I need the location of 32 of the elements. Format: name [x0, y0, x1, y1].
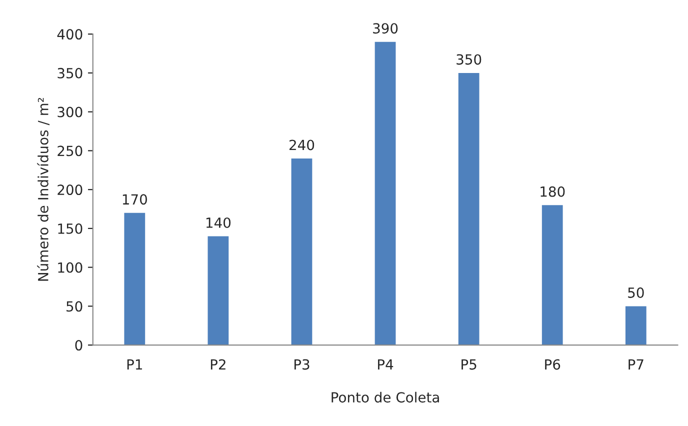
bar: [208, 236, 229, 346]
y-tick-label: 250: [58, 146, 82, 156]
x-tick-label: P3: [294, 359, 310, 370]
y-axis-title: Número de Indivíduos / m²: [37, 98, 50, 281]
data-label: 170: [122, 194, 147, 205]
data-label: 140: [206, 217, 231, 228]
y-tick-label: 200: [58, 184, 82, 196]
data-label: 180: [540, 186, 565, 197]
y-tick-label: 100: [58, 262, 82, 273]
x-tick-label: P6: [545, 359, 560, 370]
x-tick-label: P1: [127, 359, 142, 370]
data-label: 390: [373, 23, 398, 34]
y-tick-label: 150: [58, 223, 82, 234]
x-tick-label: P4: [378, 359, 394, 370]
data-label: 50: [628, 287, 644, 298]
bar: [291, 158, 312, 346]
x-tick-label: P2: [210, 359, 226, 370]
bar: [124, 212, 146, 346]
data-label: 350: [456, 54, 482, 65]
bar: [458, 72, 480, 346]
bar: [374, 42, 396, 346]
data-label: 240: [290, 140, 314, 150]
x-axis-title: Ponto de Coleta: [332, 392, 439, 403]
y-tick-label: 400: [57, 29, 82, 40]
y-tick-label: 300: [58, 106, 82, 118]
bar: [542, 205, 563, 346]
y-tick-label: 50: [66, 301, 82, 312]
y-tick-label: 0: [75, 340, 82, 351]
x-tick-label: P5: [462, 359, 476, 370]
y-tick-label: 350: [58, 68, 82, 78]
bar: [625, 306, 646, 346]
x-tick-label: P7: [628, 359, 644, 370]
